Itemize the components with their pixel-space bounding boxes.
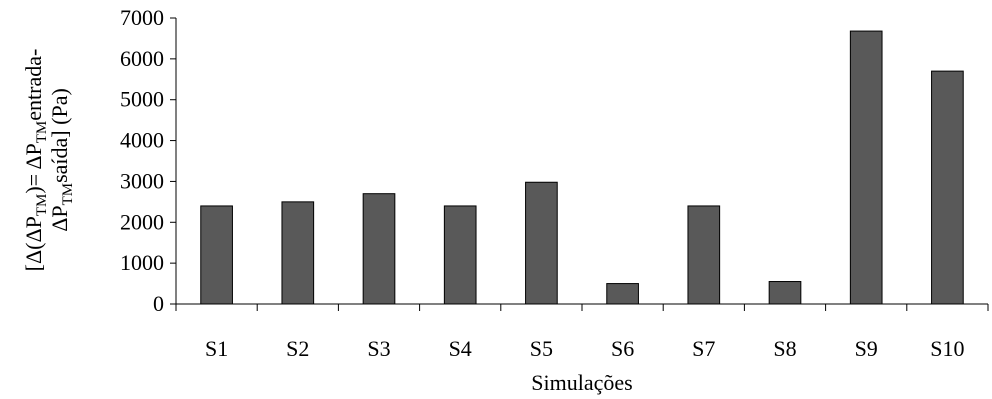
x-axis: S1 S2 S3 S4 S5 S6 S7 S8 S9 S10 <box>175 303 989 361</box>
y-axis-title: [Δ(ΔPTM)= ΔPTMentrada- ΔPTMsaída] (Pa) <box>21 49 76 272</box>
y-tick-label: 6000 <box>120 46 164 71</box>
y-axis-title-line1: [Δ(ΔPTM)= ΔPTMentrada- <box>21 49 50 272</box>
bar-s6 <box>606 283 639 305</box>
y-tick-label: 5000 <box>120 87 164 112</box>
x-tick-label: S7 <box>692 336 715 361</box>
bar-s2 <box>281 201 315 305</box>
bar-s10 <box>931 70 964 305</box>
x-tick-label: S6 <box>611 336 634 361</box>
x-tick-label: S2 <box>286 336 309 361</box>
bar-s3 <box>362 193 396 305</box>
y-tick-label: 0 <box>153 291 164 316</box>
x-tick-label: S1 <box>205 336 228 361</box>
x-tick-label: S5 <box>530 336 553 361</box>
x-tick-label: S4 <box>449 336 472 361</box>
bar-s7 <box>687 205 721 305</box>
x-tick-label: S10 <box>930 336 964 361</box>
y-tick-label: 4000 <box>120 128 164 153</box>
bar-s5 <box>525 181 558 305</box>
y-tick-label: 3000 <box>120 168 164 193</box>
y-tick-label: 2000 <box>120 209 164 234</box>
x-tick-label: S9 <box>855 336 878 361</box>
bar-s1 <box>200 205 233 305</box>
x-tick-label: S8 <box>773 336 796 361</box>
y-axis-title-line2: ΔPTMsaída] (Pa) <box>47 88 76 232</box>
bars <box>200 30 964 305</box>
y-tick-label: 7000 <box>120 5 164 30</box>
y-axis: 0 1000 2000 3000 4000 5000 6000 7000 <box>120 5 177 316</box>
x-axis-title: Simulações <box>531 370 632 395</box>
bar-s8 <box>768 281 802 305</box>
bar-s9 <box>849 30 883 305</box>
x-tick-label: S3 <box>367 336 390 361</box>
bar-s4 <box>443 205 477 305</box>
y-tick-label: 1000 <box>120 250 164 275</box>
